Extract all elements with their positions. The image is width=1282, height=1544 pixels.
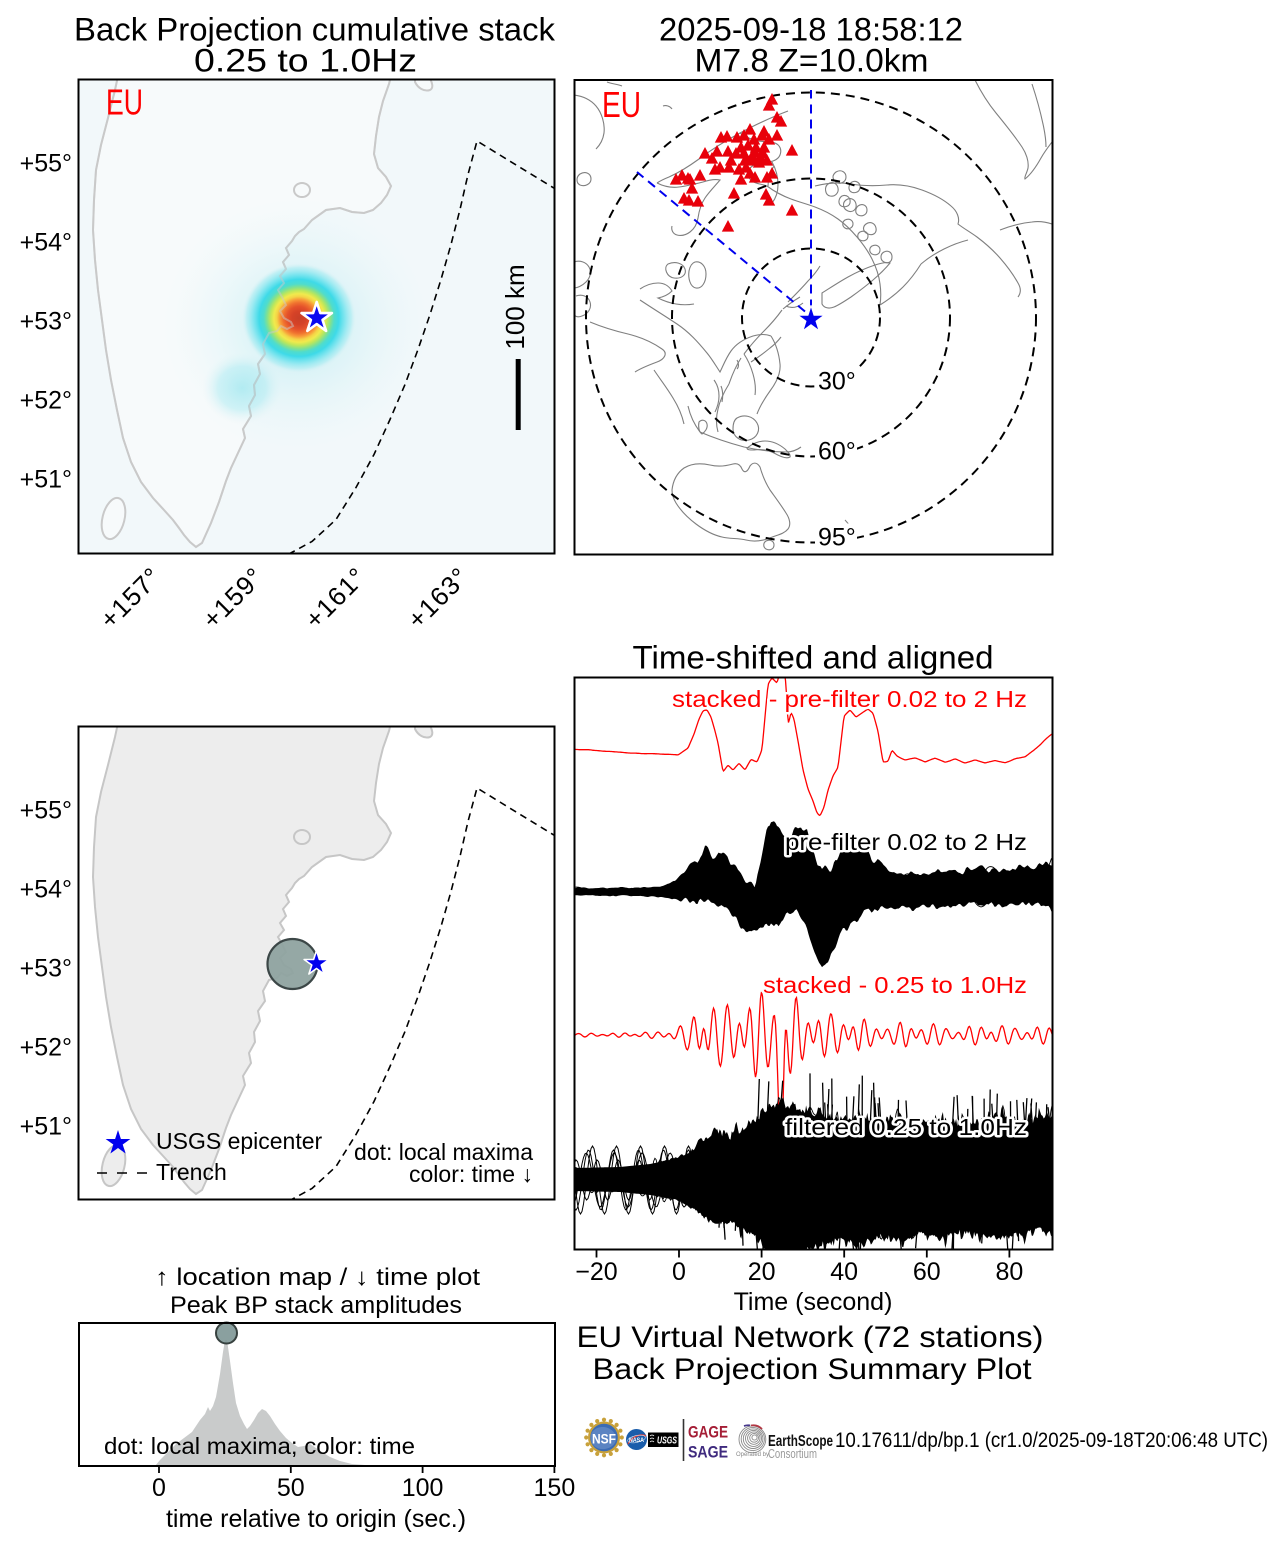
svg-text:+53°: +53° bbox=[20, 955, 72, 983]
svg-text:EU: EU bbox=[106, 82, 143, 123]
svg-text:USGS epicenter: USGS epicenter bbox=[156, 1128, 323, 1154]
svg-text:+54°: +54° bbox=[20, 876, 72, 904]
svg-text:stacked - 0.25 to 1.0Hz: stacked - 0.25 to 1.0Hz bbox=[763, 972, 1027, 998]
svg-text:+53°: +53° bbox=[20, 308, 72, 336]
svg-text:USGS: USGS bbox=[657, 1436, 677, 1447]
svg-text:+54°: +54° bbox=[20, 229, 72, 257]
svg-text:dot: local maxima; color: time: dot: local maxima; color: time bbox=[104, 1433, 415, 1459]
svg-text:10.17611/dp/bp.1 (cr1.0/2025-0: 10.17611/dp/bp.1 (cr1.0/2025-09-18T20:06… bbox=[835, 1428, 1268, 1452]
svg-text:↑ location map / ↓ time plot: ↑ location map / ↓ time plot bbox=[155, 1264, 480, 1291]
svg-text:NSF: NSF bbox=[592, 1431, 616, 1447]
svg-text:40: 40 bbox=[830, 1258, 858, 1286]
svg-text:SAGE: SAGE bbox=[688, 1443, 728, 1462]
svg-text:Back Projection cumulative sta: Back Projection cumulative stack bbox=[74, 12, 556, 48]
svg-text:dot: local maxima: dot: local maxima bbox=[354, 1139, 533, 1165]
svg-text:M7.8 Z=10.0km: M7.8 Z=10.0km bbox=[695, 43, 929, 79]
svg-text:EU: EU bbox=[602, 84, 641, 125]
svg-text:50: 50 bbox=[277, 1474, 305, 1502]
svg-text:20: 20 bbox=[748, 1258, 776, 1286]
svg-text:60: 60 bbox=[913, 1258, 941, 1286]
svg-text:Time-shifted and aligned: Time-shifted and aligned bbox=[633, 640, 994, 676]
svg-text:Operated by: Operated by bbox=[736, 1452, 769, 1458]
svg-text:filtered 0.25 to 1.0Hz: filtered 0.25 to 1.0Hz bbox=[785, 1114, 1027, 1140]
svg-text:30°: 30° bbox=[818, 368, 856, 396]
svg-text:0: 0 bbox=[672, 1258, 686, 1286]
svg-text:stacked - pre-filter 0.02 to 2: stacked - pre-filter 0.02 to 2 Hz bbox=[672, 686, 1027, 712]
svg-text:60°: 60° bbox=[818, 438, 856, 466]
svg-text:0.25 to 1.0Hz: 0.25 to 1.0Hz bbox=[194, 43, 417, 79]
svg-text:+55°: +55° bbox=[20, 797, 72, 825]
svg-text:−20: −20 bbox=[575, 1258, 617, 1286]
svg-text:time relative to origin (sec.): time relative to origin (sec.) bbox=[166, 1505, 466, 1533]
svg-text:Consortium: Consortium bbox=[768, 1446, 817, 1461]
svg-text:EU Virtual Network (72 station: EU Virtual Network (72 stations) bbox=[577, 1321, 1044, 1354]
svg-text:Peak BP stack amplitudes: Peak BP stack amplitudes bbox=[170, 1292, 462, 1319]
svg-text:Back Projection Summary Plot: Back Projection Summary Plot bbox=[593, 1353, 1033, 1386]
svg-text:Trench: Trench bbox=[156, 1159, 227, 1185]
svg-text:2025-09-18 18:58:12: 2025-09-18 18:58:12 bbox=[659, 12, 963, 48]
svg-text:color: time ↓: color: time ↓ bbox=[409, 1161, 533, 1187]
svg-text:150: 150 bbox=[534, 1474, 576, 1502]
svg-text:+55°: +55° bbox=[20, 150, 72, 178]
svg-text:+51°: +51° bbox=[20, 1113, 72, 1141]
svg-text:EarthScope: EarthScope bbox=[768, 1433, 833, 1450]
svg-text:95°: 95° bbox=[818, 524, 856, 552]
svg-text:Time (second): Time (second) bbox=[734, 1288, 893, 1316]
svg-text:+52°: +52° bbox=[20, 1034, 72, 1062]
svg-text:0: 0 bbox=[152, 1474, 166, 1502]
svg-text:NASA: NASA bbox=[629, 1437, 644, 1444]
svg-text:pre-filter 0.02 to 2 Hz: pre-filter 0.02 to 2 Hz bbox=[785, 829, 1027, 855]
svg-text:100: 100 bbox=[402, 1474, 444, 1502]
svg-text:100 km: 100 km bbox=[500, 264, 530, 349]
svg-text:80: 80 bbox=[995, 1258, 1023, 1286]
svg-text:+51°: +51° bbox=[20, 466, 72, 494]
svg-text:+52°: +52° bbox=[20, 387, 72, 415]
svg-text:GAGE: GAGE bbox=[688, 1423, 728, 1442]
